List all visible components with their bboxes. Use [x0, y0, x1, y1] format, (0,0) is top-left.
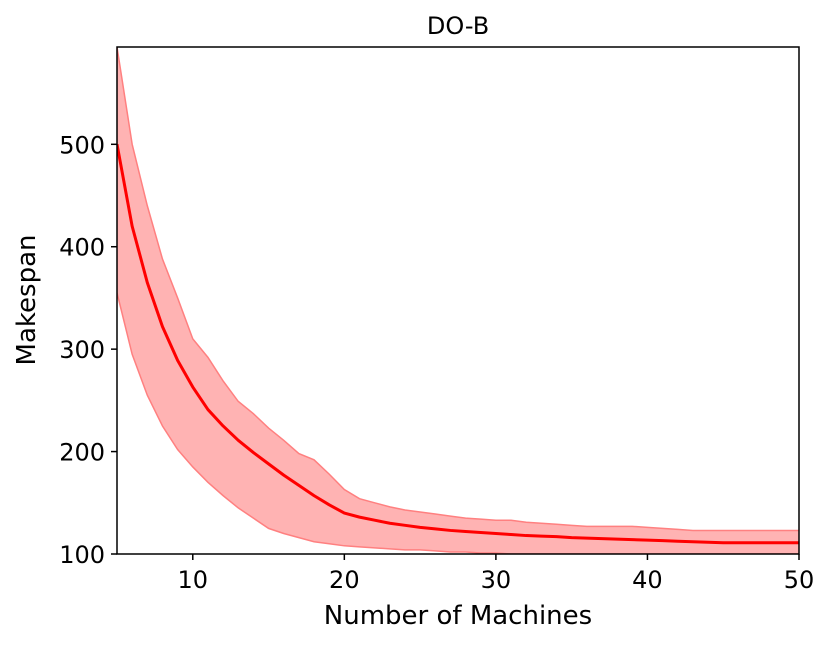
series-band-upper-edge: [117, 47, 799, 532]
y-axis-label: Makespan: [12, 235, 42, 366]
plot-frame: [116, 46, 800, 555]
x-tick-label: 50: [784, 566, 815, 594]
x-tick-label: 30: [481, 566, 512, 594]
y-tick-label: 300: [59, 336, 105, 364]
y-tick-label: 500: [59, 131, 105, 159]
y-tick-label: 400: [59, 234, 105, 262]
plot-area: [117, 47, 799, 554]
chart-title: DO-B: [427, 12, 489, 40]
x-axis-label: Number of Machines: [324, 601, 592, 631]
series-band-lower-edge: [117, 292, 799, 554]
series-line: [117, 144, 799, 545]
x-tick-label: 20: [329, 566, 360, 594]
y-axis: 100 200 300 400 500: [59, 131, 117, 569]
y-tick-label: 200: [59, 439, 105, 467]
y-tick-label: 100: [59, 541, 105, 569]
x-tick-label: 10: [178, 566, 209, 594]
x-tick-label: 40: [632, 566, 663, 594]
series-band: [117, 47, 799, 554]
x-axis: 10 20 30 40 50: [178, 554, 815, 594]
